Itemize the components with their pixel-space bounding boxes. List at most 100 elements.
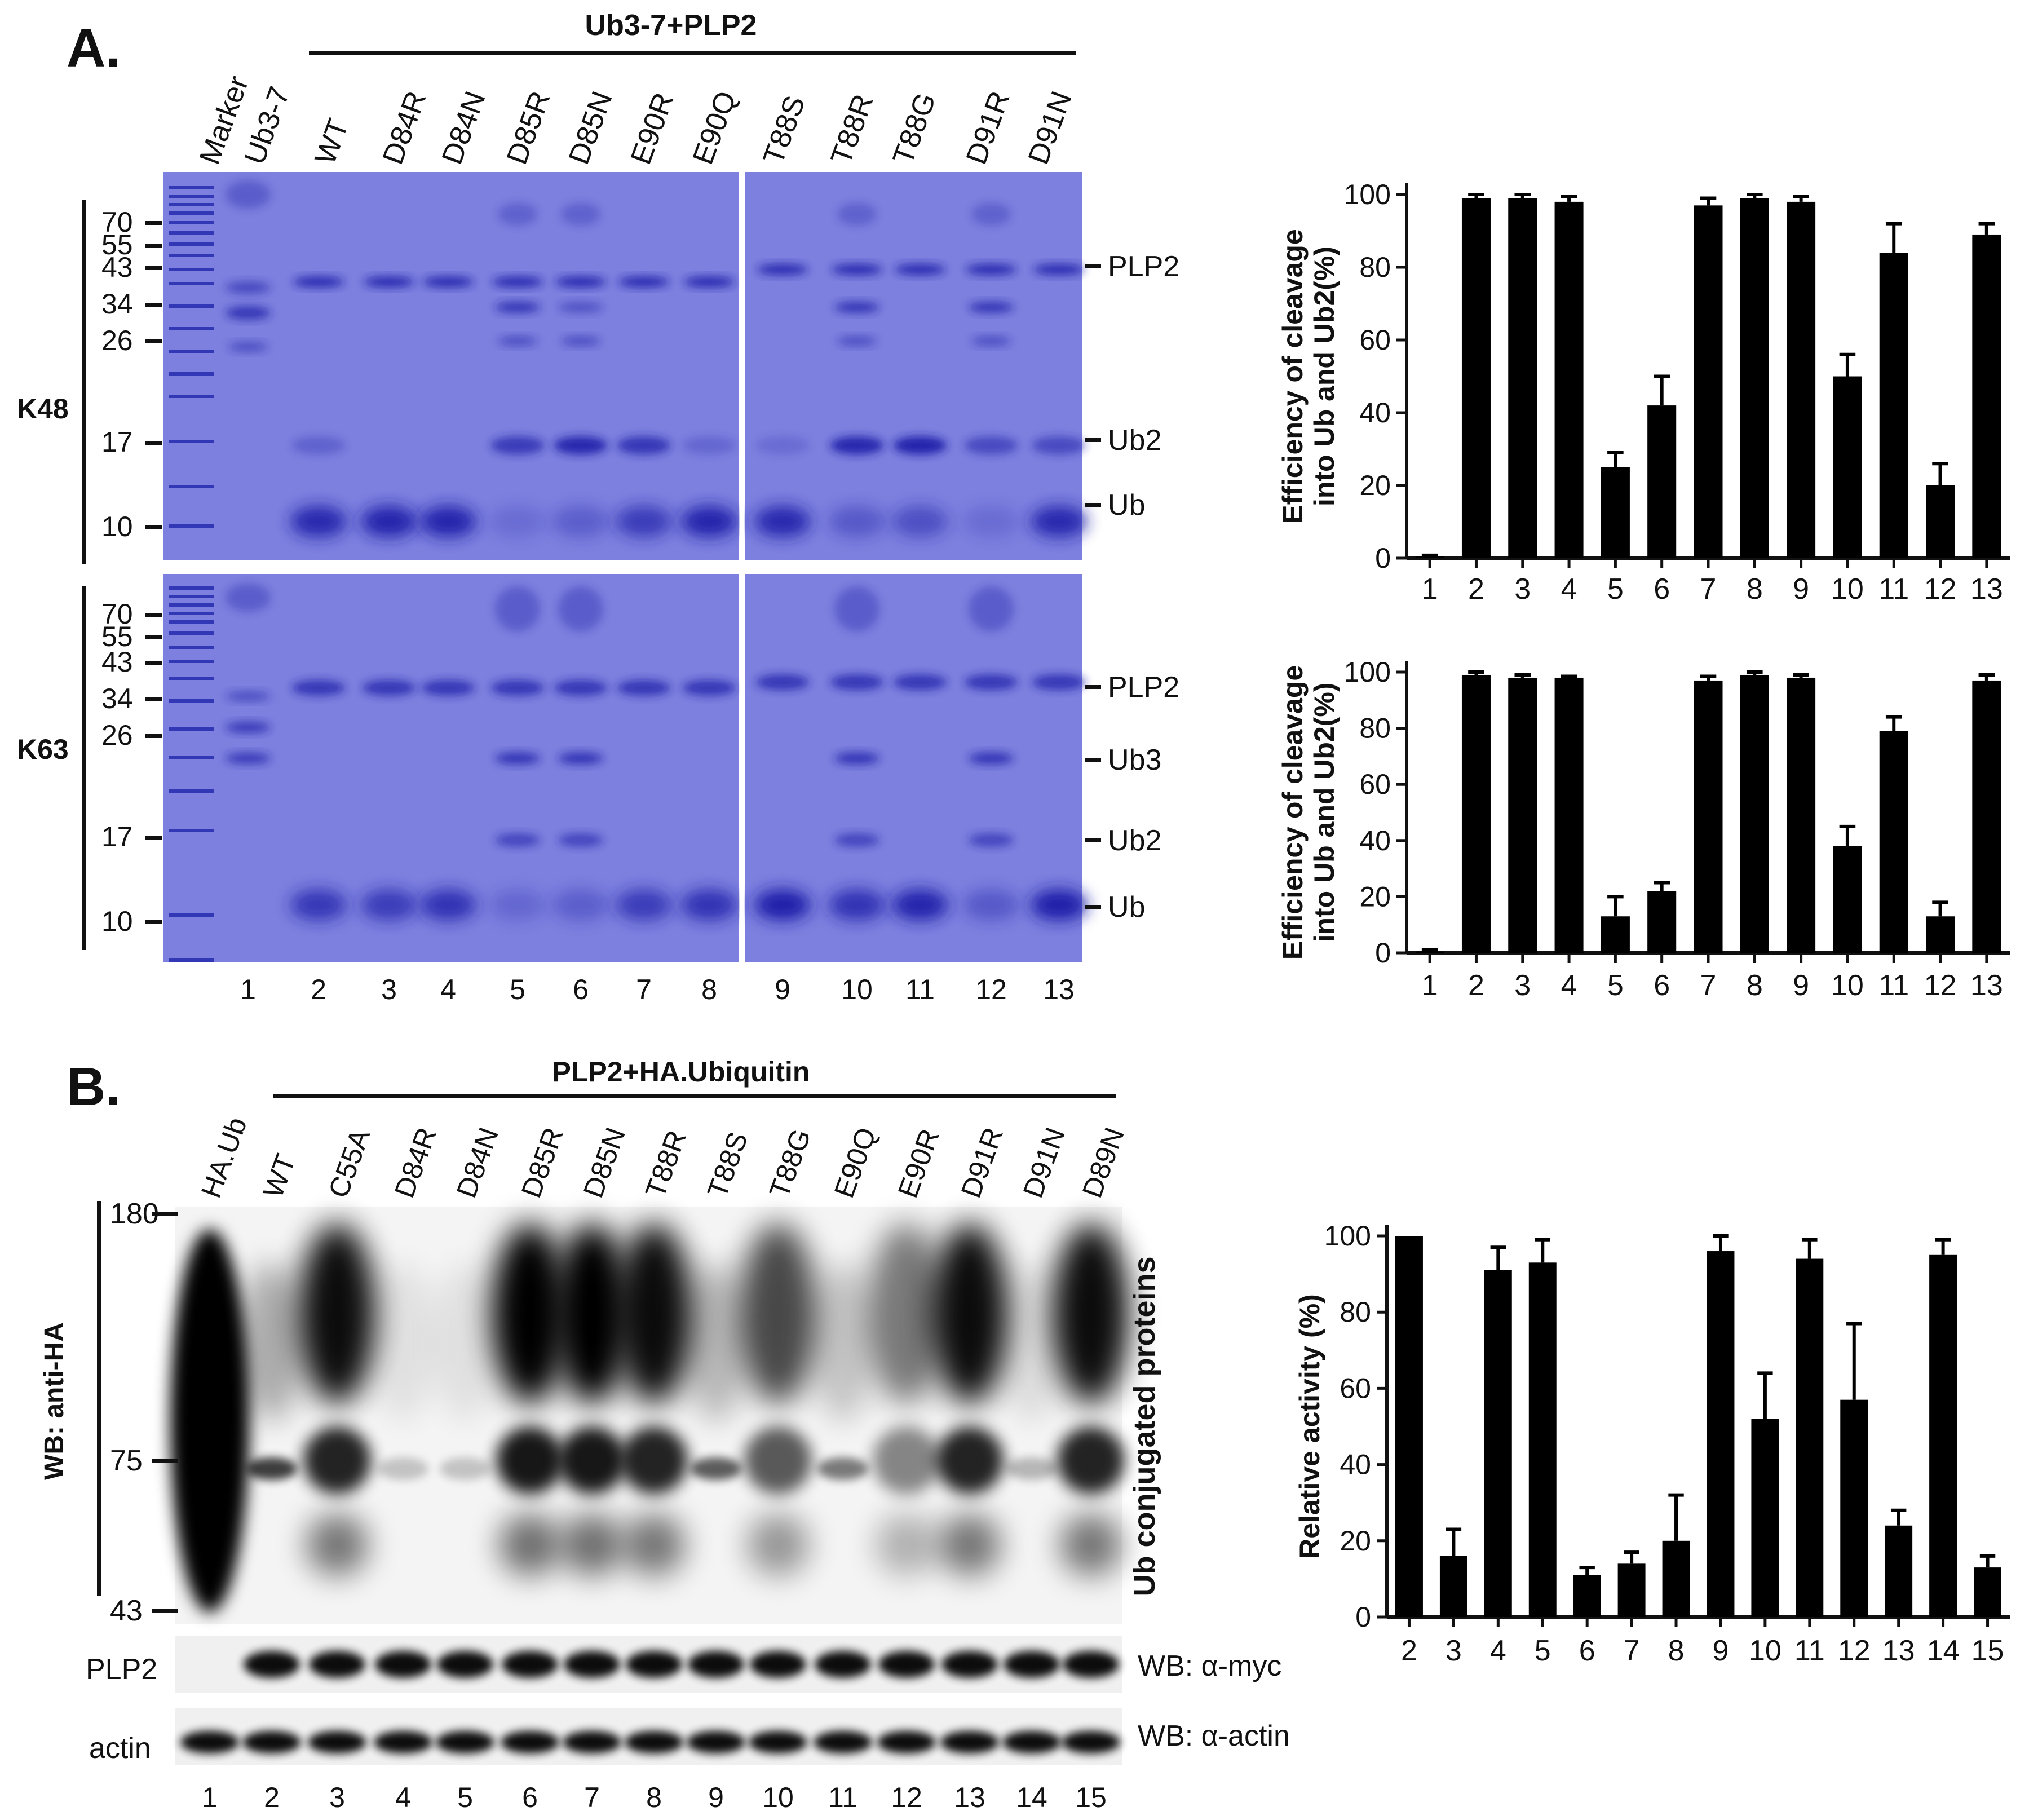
gel-band [682,436,736,454]
actin-band [374,1731,432,1753]
blot-lane-label: T88S [701,1128,754,1201]
gel-band [362,680,416,696]
mw-marker: 180 [110,1198,159,1230]
mw-marker: 26 [101,719,133,751]
gel-lane-number: 1 [240,974,256,1005]
gel-band [684,276,735,288]
gel-lane-label: T88S [757,91,812,169]
gel-band [226,180,271,209]
bar [1554,201,1584,558]
gel-band [837,203,877,226]
mw-tick [145,525,162,529]
gel-band [228,342,268,352]
gel-band [554,436,608,454]
gel-band [969,833,1014,847]
mw-tick [145,734,162,738]
mw-tick [145,920,162,924]
marker-ladder-band [169,203,214,206]
mw-marker: 43 [101,646,133,678]
plp2-band [941,1651,998,1678]
y-tick-label: 80 [1359,713,1391,744]
actin-band [687,1731,745,1753]
plp2-band [1004,1651,1060,1678]
wb-myc-label: WB: α-myc [1138,1650,1281,1682]
x-tick-label: 2 [1401,1635,1417,1667]
marker-ladder-band [169,231,214,235]
plp2-band [244,1651,300,1678]
plp2-band [626,1651,682,1678]
bar [1508,198,1537,558]
gel-band [754,889,811,921]
blot-smear [685,1263,747,1421]
bar [1926,485,1955,558]
mw-marker: 55 [101,229,133,260]
blot-smear [873,1426,940,1494]
band-tick [1085,758,1101,762]
bar [1751,1419,1779,1617]
marker-ladder-band [169,395,214,398]
mw-marker: 34 [101,683,133,714]
gel-lane-label: E90R [625,89,680,169]
gel-band [361,889,417,921]
gel-band [558,752,603,765]
x-tick-label: 14 [1927,1635,1960,1667]
gel-band [964,436,1018,454]
gel-band [226,306,271,320]
plp2-row-label: PLP2 [86,1653,157,1686]
ub-conjugated-label: Ub conjugated proteins [1128,1256,1161,1596]
plp2-band [878,1651,935,1678]
blot-smear [744,1426,812,1494]
panel-b-mw-markers: 180 75 43 [110,1198,178,1627]
gel-band [893,674,947,690]
bar [1926,916,1955,953]
blot-lane-label: D84N [450,1123,505,1201]
actin-band [436,1731,494,1753]
actin-band [625,1731,683,1753]
bar [1972,234,2001,558]
gel-band [558,302,603,313]
bar [1573,1575,1601,1617]
gel-band [617,436,671,454]
gel-band [617,680,671,696]
wb-actin-label: WB: α-actin [1138,1720,1290,1752]
gel-band [290,506,347,537]
gel-band [682,680,736,696]
gel-band [552,889,609,921]
plp2-band [750,1651,806,1678]
mw-marker: 55 [101,621,133,652]
marker-ladder-band [169,242,214,246]
gel-band [423,276,474,288]
bar [1484,1270,1512,1617]
k63-band-labels: PLP2 Ub3 Ub2 Ub [1085,671,1179,924]
marker-ladder-band [169,304,214,308]
blot-smear [691,1457,741,1480]
marker-ladder-band [169,485,214,488]
mw-tick [145,266,162,270]
actin-band [242,1731,301,1753]
gel-band [489,889,546,921]
panel-a-lane-numbers: 1 2 3 4 5 6 7 8 9 10 11 12 13 [240,974,1075,1005]
marker-ladder-band [169,677,214,680]
marker-ladder-band [169,268,214,271]
bar [1879,253,1908,558]
gel-band [226,753,271,764]
mw-tick [145,339,162,343]
blot-smear [303,1426,371,1494]
x-tick-label: 12 [1924,969,1957,1002]
x-tick-label: 3 [1446,1635,1462,1667]
marker-ladder-band [169,350,214,353]
marker-ladder-band [169,586,214,590]
gel-band [616,506,672,537]
mw-tick [152,1609,178,1613]
k63-bracket [82,586,86,950]
x-tick-label: 13 [1882,1635,1915,1667]
gel-band [830,674,884,690]
panel-b-label: B. [67,1057,121,1117]
blot-lane-number: 3 [329,1782,345,1813]
x-tick-label: 12 [1924,573,1957,606]
gel-lane-number: 7 [636,974,652,1005]
x-tick-label: 1 [1422,573,1438,606]
blot-smear [939,1514,1001,1576]
blot-smear [1001,1263,1063,1421]
